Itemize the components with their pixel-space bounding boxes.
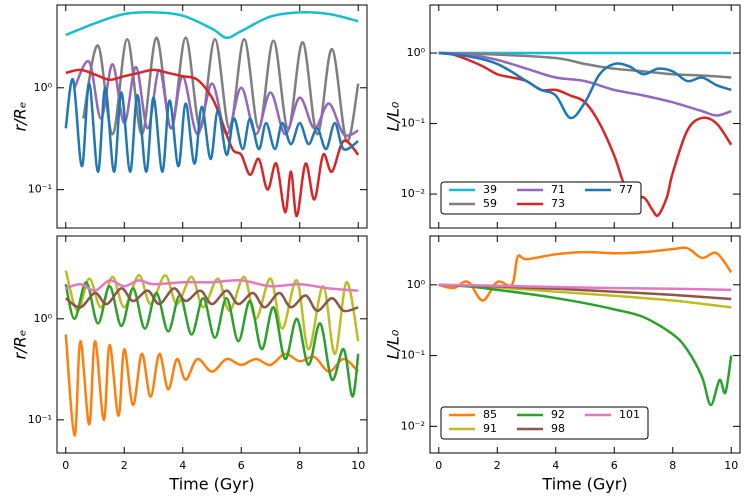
y-tick-label: 10⁻¹	[28, 183, 52, 196]
series-line	[438, 283, 733, 407]
y-axis-label: L/L₀	[384, 101, 403, 131]
series-line	[65, 279, 359, 292]
x-axis-label: Time (Gyr)	[541, 475, 627, 494]
y-tick-label: 10⁰	[34, 312, 53, 325]
y-axis-label: r/Rₑ	[11, 102, 30, 132]
x-tick-label: 0	[435, 459, 442, 472]
x-tick-label: 0	[62, 459, 69, 472]
x-tick-label: 2	[494, 459, 501, 472]
y-tick-label: 10⁻¹	[401, 349, 425, 362]
y-tick-label: 10⁻²	[401, 187, 425, 200]
x-tick-label: 8	[669, 459, 676, 472]
legend-label: 98	[551, 422, 565, 435]
x-tick-label: 4	[179, 459, 186, 472]
x-tick-label: 10	[724, 459, 738, 472]
legend-label: 59	[483, 197, 497, 210]
series-line	[65, 68, 360, 218]
series-line	[64, 281, 360, 398]
series-line	[82, 36, 360, 143]
series-line	[438, 283, 732, 292]
legend-label: 101	[619, 408, 640, 421]
y-tick-label: 10⁰	[407, 278, 426, 291]
y-tick-label: 10⁰	[407, 46, 426, 59]
series-line	[65, 287, 359, 313]
plot-frame	[429, 4, 741, 229]
x-tick-label: 10	[351, 459, 365, 472]
plot-frame	[56, 235, 368, 454]
x-tick-label: 2	[121, 459, 128, 472]
legend-label: 71	[551, 183, 565, 196]
y-axis-label: L/L₀	[384, 329, 403, 359]
series-line	[438, 51, 732, 120]
y-tick-label: 10⁰	[34, 81, 53, 94]
legend-label: 73	[551, 197, 565, 210]
legend-label: 85	[483, 408, 497, 421]
x-tick-label: 4	[552, 459, 559, 472]
plot-frame	[429, 235, 741, 454]
legend-frame	[440, 181, 642, 215]
series-line	[438, 51, 732, 79]
series-line	[438, 51, 733, 218]
y-tick-label: 10⁻¹	[401, 117, 425, 130]
x-tick-label: 8	[296, 459, 303, 472]
series-line	[65, 11, 359, 40]
x-tick-label: 6	[611, 459, 618, 472]
plot-frame	[56, 4, 368, 229]
series-line	[64, 78, 359, 173]
x-axis-label: Time (Gyr)	[168, 475, 254, 494]
legend-label: 91	[483, 422, 497, 435]
y-tick-label: 10⁻¹	[28, 413, 52, 426]
x-tick-label: 6	[238, 459, 245, 472]
legend-label: 77	[619, 183, 633, 196]
legend-frame	[440, 406, 649, 440]
series-line	[438, 51, 732, 117]
legend-label: 92	[551, 408, 565, 421]
y-axis-label: r/Rₑ	[11, 330, 30, 360]
series-line	[438, 246, 733, 302]
legend-label: 39	[483, 183, 497, 196]
y-tick-label: 10⁻²	[401, 419, 425, 432]
